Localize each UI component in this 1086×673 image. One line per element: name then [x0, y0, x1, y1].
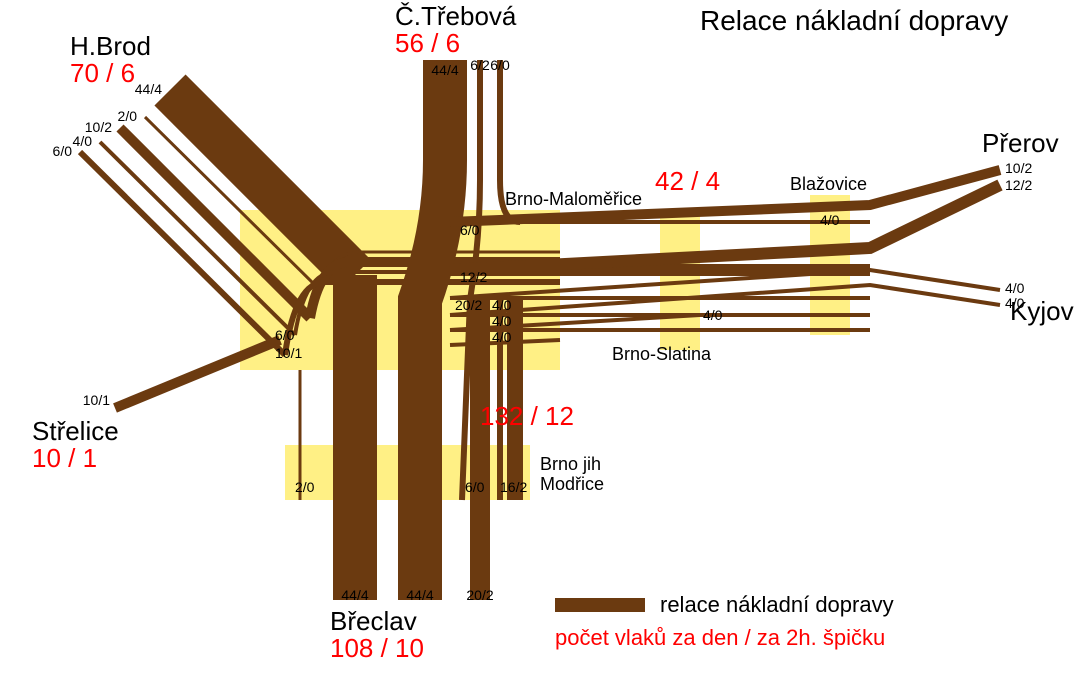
- label-south-0: 44/4: [341, 587, 368, 603]
- label-ctrebova-1: 6/2: [470, 57, 490, 73]
- il-bj-162: 16/2: [500, 479, 527, 495]
- dest-prerov: Přerov: [982, 128, 1059, 158]
- label-ctrebova-0: 44/4: [431, 62, 458, 78]
- count-ctrebova: 56 / 6: [395, 28, 460, 58]
- station-modrice: Modřice: [540, 474, 604, 494]
- count-breclav: 108 / 10: [330, 633, 424, 663]
- legend-swatch: [555, 598, 645, 612]
- il-ct-60: 6/0: [460, 222, 480, 238]
- il-blaz-40: 4/0: [820, 212, 840, 228]
- station-slatina: Brno-Slatina: [612, 344, 712, 364]
- il-slat-40: 4/0: [703, 307, 723, 323]
- label-hbrod-1: 2/0: [118, 108, 138, 124]
- il-s-40b: 4/0: [492, 313, 512, 329]
- station-blazovice: Blažovice: [790, 174, 867, 194]
- legend-line: relace nákladní dopravy: [660, 592, 894, 617]
- label-kyjov-0: 4/0: [1005, 280, 1025, 296]
- il-bj-20: 2/0: [295, 479, 315, 495]
- il-hbrod-101: 10/1: [275, 345, 302, 361]
- flow-strelice: [115, 340, 280, 408]
- label-prerov-0: 10/2: [1005, 160, 1032, 176]
- count-south: 132 / 12: [480, 401, 574, 431]
- label-hbrod-3: 4/0: [73, 133, 93, 149]
- il-hbrod-60: 6/0: [275, 327, 295, 343]
- flow-ctrebova-main: [420, 60, 445, 600]
- label-ctrebova-2: 6/0: [490, 57, 510, 73]
- il-s-40a: 4/0: [492, 297, 512, 313]
- il-bj-60: 6/0: [465, 479, 485, 495]
- label-hbrod-0: 44/4: [135, 81, 162, 97]
- count-hbrod: 70 / 6: [70, 58, 135, 88]
- station-brnojih: Brno jih: [540, 454, 601, 474]
- dest-strelice: Střelice: [32, 416, 119, 446]
- label-south-2: 20/2: [466, 587, 493, 603]
- count-east: 42 / 4: [655, 166, 720, 196]
- label-strelice-end: 10/1: [83, 392, 110, 408]
- dest-ctrebova: Č.Třebová: [395, 1, 517, 31]
- station-malomerice: Brno-Maloměřice: [505, 189, 642, 209]
- label-prerov-1: 12/2: [1005, 177, 1032, 193]
- page-title: Relace nákladní dopravy: [700, 5, 1008, 36]
- dest-kyjov: Kyjov: [1010, 296, 1074, 326]
- il-s-40c: 4/0: [492, 329, 512, 345]
- il-ct-122: 12/2: [460, 269, 487, 285]
- count-strelice: 10 / 1: [32, 443, 97, 473]
- il-s-202: 20/2: [455, 297, 482, 313]
- dest-breclav: Břeclav: [330, 606, 417, 636]
- dest-hbrod: H.Brod: [70, 31, 151, 61]
- label-hbrod-4: 6/0: [53, 143, 73, 159]
- label-south-1: 44/4: [406, 587, 433, 603]
- legend-count: počet vlaků za den / za 2h. špičku: [555, 625, 885, 650]
